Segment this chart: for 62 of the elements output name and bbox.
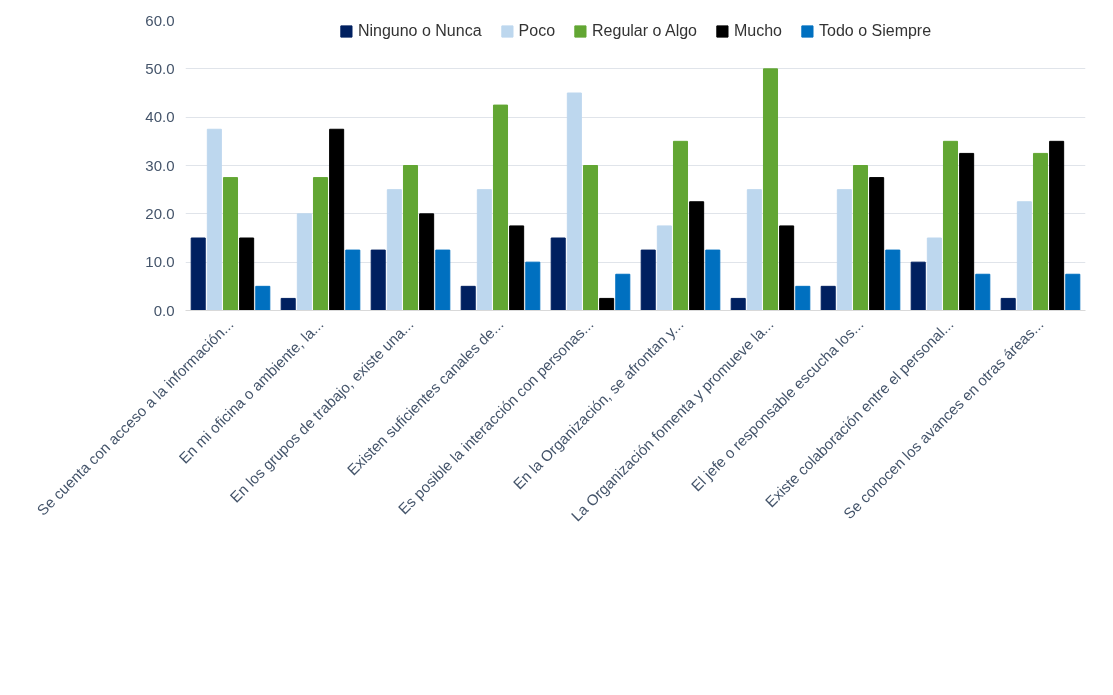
- bar: [672, 140, 689, 311]
- bar: [656, 225, 672, 311]
- bar: [689, 201, 705, 311]
- bar: [419, 213, 435, 311]
- bar: [1032, 152, 1049, 311]
- bar: [206, 128, 222, 311]
- bar: [386, 189, 402, 311]
- bar: [1065, 273, 1081, 311]
- bar: [370, 249, 386, 311]
- bar: [942, 140, 959, 311]
- bar: [296, 213, 312, 311]
- bar: [885, 249, 901, 311]
- bar: [255, 285, 271, 311]
- bar: [492, 104, 509, 311]
- y-tick-label: 40.0: [145, 108, 175, 126]
- y-tick-label: 20.0: [145, 204, 175, 222]
- bar: [222, 177, 239, 311]
- bar: [190, 237, 206, 311]
- bar: [239, 237, 255, 311]
- legend-label: Regular o Algo: [592, 22, 697, 40]
- bar: [329, 128, 345, 311]
- bar: [1000, 297, 1016, 311]
- bar: [525, 261, 541, 311]
- bar: [460, 285, 476, 311]
- bar: [730, 297, 746, 311]
- bar: [402, 165, 419, 311]
- legend-label: Mucho: [733, 22, 783, 40]
- bar: [795, 285, 811, 311]
- y-tick-label: 60.0: [145, 11, 175, 29]
- bar: [869, 177, 885, 311]
- bar: [762, 68, 779, 311]
- bar: [975, 273, 991, 311]
- bar: [582, 165, 599, 311]
- bar: [746, 189, 762, 311]
- bar: [476, 189, 492, 311]
- bar: [1049, 140, 1065, 311]
- y-tick-label: 10.0: [145, 253, 175, 271]
- bar: [312, 177, 329, 311]
- bar: [550, 237, 566, 311]
- bar: [959, 152, 975, 311]
- bar: [640, 249, 656, 311]
- bar: [836, 189, 852, 311]
- bar: [566, 92, 582, 311]
- bar: [910, 261, 926, 311]
- bar: [820, 285, 836, 311]
- bar: [1016, 201, 1032, 311]
- y-tick-label: 0.0: [153, 301, 175, 319]
- bar: [280, 297, 296, 311]
- bar: [345, 249, 361, 311]
- legend-label: Ninguno o Nunca: [357, 22, 482, 40]
- bar: [435, 249, 451, 311]
- bar: [926, 237, 942, 311]
- bar: [509, 225, 525, 311]
- y-tick-label: 50.0: [145, 59, 175, 77]
- bar: [705, 249, 721, 311]
- bar: [615, 273, 631, 311]
- bar: [599, 297, 615, 311]
- y-tick-label: 30.0: [145, 156, 175, 174]
- legend-label: Todo o Siempre: [819, 22, 932, 40]
- bar: [852, 165, 869, 311]
- legend-label: Poco: [518, 22, 556, 40]
- bar: [779, 225, 795, 311]
